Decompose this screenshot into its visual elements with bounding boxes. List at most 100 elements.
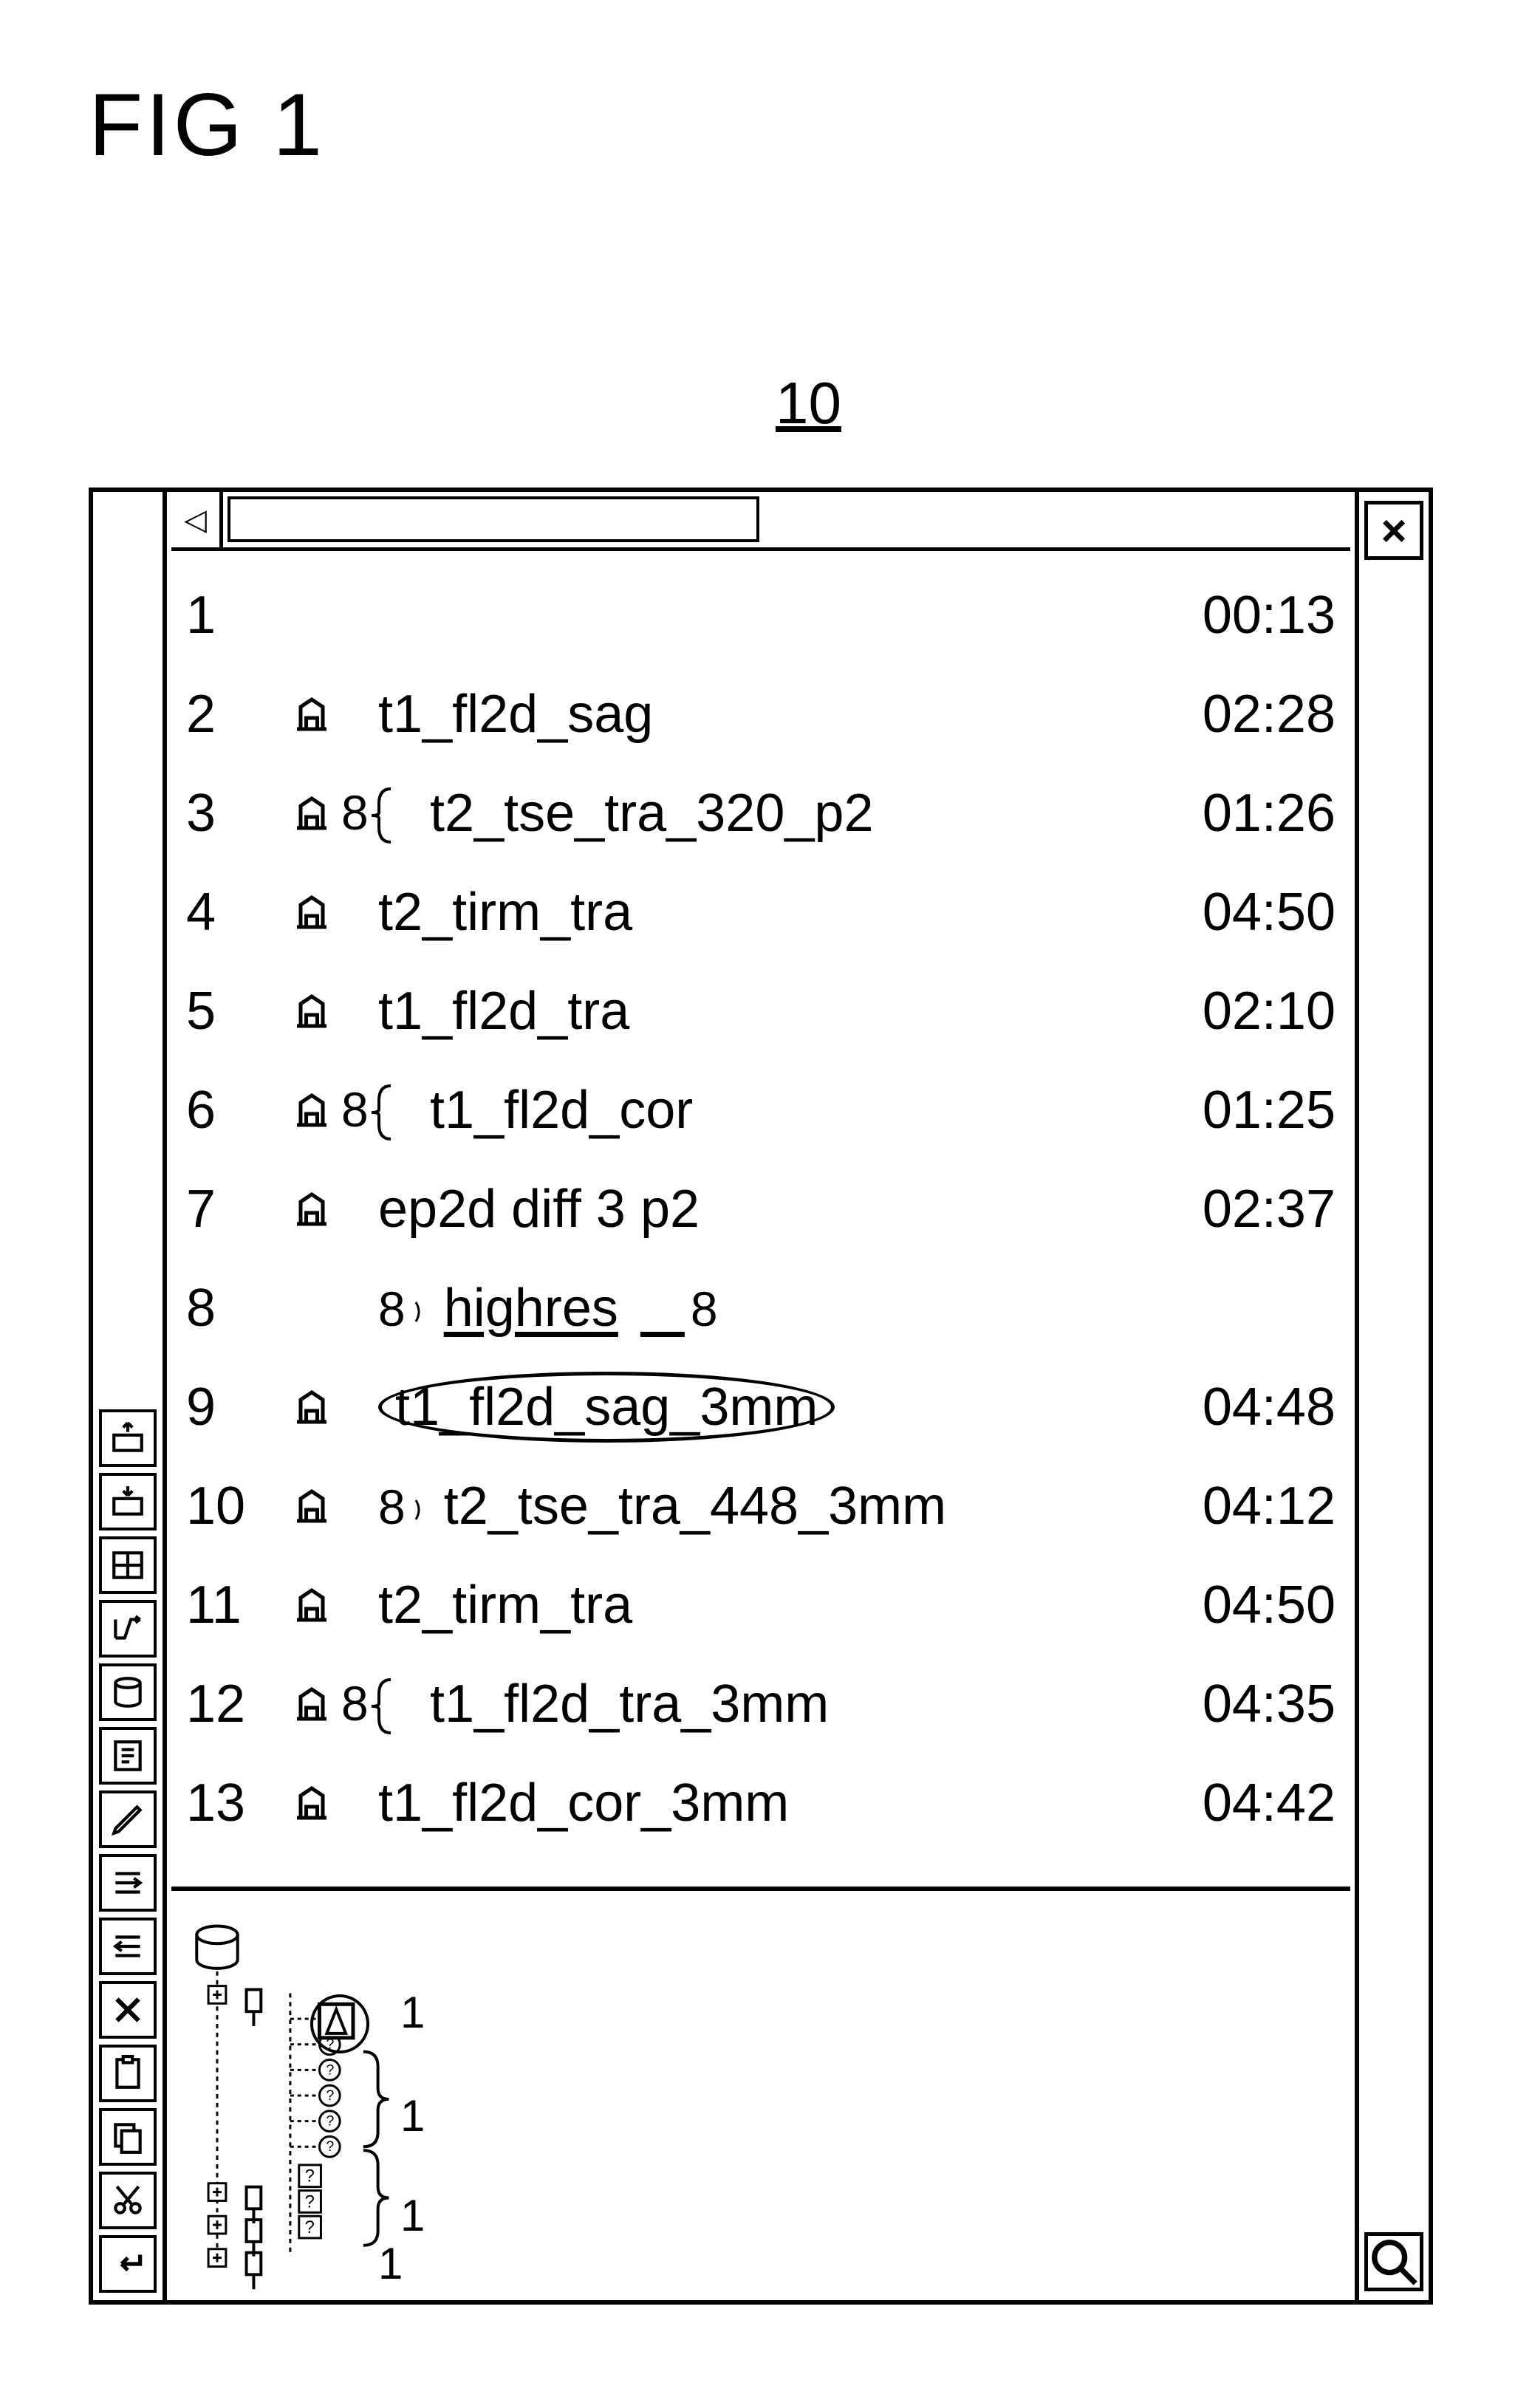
sequence-name: t1_fl2d_tra_3mm8 (349, 1674, 1158, 1734)
sequence-row[interactable]: 11 t2_tirm_tra04:50 (186, 1556, 1336, 1655)
svg-text:?: ? (326, 2138, 334, 2155)
sequence-icon (275, 1385, 349, 1429)
tool-pencil-icon[interactable] (99, 1790, 157, 1848)
tool-indent-right-icon[interactable] (99, 1854, 157, 1912)
sequence-time: 04:50 (1158, 1575, 1336, 1635)
tool-database-icon[interactable] (99, 1663, 157, 1721)
sequence-time: 01:26 (1158, 783, 1336, 844)
sequence-row[interactable]: 12 t1_fl2d_tra_3mm804:35 (186, 1655, 1336, 1754)
sequence-name: ep2d diff 3 p2 (349, 1179, 1158, 1239)
sequence-row[interactable]: 9 t1_fl2d_sag_3mm04:48 (186, 1358, 1336, 1457)
tool-paste-icon[interactable] (99, 2045, 157, 2102)
callout-ref-1c: 1 (400, 2190, 425, 2241)
sequence-row[interactable]: 8 8highres 8 (186, 1259, 1336, 1358)
sequence-time: 04:50 (1158, 882, 1336, 943)
scrollbar[interactable]: ◁ (171, 492, 1350, 551)
sequence-number: 13 (186, 1773, 275, 1833)
sequence-number: 2 (186, 684, 275, 745)
scroll-track[interactable] (223, 492, 1350, 547)
close-button[interactable]: × (1364, 501, 1423, 560)
sequence-row[interactable]: 3t2_tse_tra_320_p2801:26 (186, 764, 1336, 863)
tree-diagram: ?????? ? ? ? (171, 1891, 1350, 2300)
sequence-name: t1_fl2d_tra (349, 981, 1158, 1041)
sequence-row[interactable]: 1 00:13 (186, 566, 1336, 665)
tree-panel: ?????? ? ? ? 1 1 1 1 (171, 1887, 1350, 2300)
tool-keyboard-in-icon[interactable] (99, 1473, 157, 1530)
sequence-time: 02:10 (1158, 981, 1336, 1041)
sequence-name: t1_fl2d_sag (349, 684, 1158, 745)
sequence-icon (275, 1187, 349, 1231)
sequence-number: 3 (186, 783, 275, 844)
sequence-name: t2_tirm_tra (349, 1575, 1158, 1635)
sequence-icon (275, 989, 349, 1033)
annotation-8-brace: 8 (341, 1672, 395, 1736)
sequence-number: 1 (186, 585, 275, 646)
sequence-number: 4 (186, 882, 275, 943)
sequence-number: 10 (186, 1476, 275, 1536)
tool-cut-icon[interactable] (99, 2172, 157, 2229)
tool-enter-icon[interactable] (99, 2235, 157, 2293)
sequence-name: t1_fl2d_cor_3mm (349, 1773, 1158, 1833)
sequence-time: 04:12 (1158, 1476, 1336, 1536)
sequence-time: 02:28 (1158, 684, 1336, 745)
sequence-row[interactable]: 2 t1_fl2d_sag02:28 (186, 665, 1336, 764)
sequence-icon (275, 1583, 349, 1627)
tool-delete-icon[interactable] (99, 1981, 157, 2039)
main-area: ◁ 1 00:13 2 t1_fl2d_sag02:28 3t2_tse_tra_320… (171, 492, 1350, 2300)
figure-label: FIG 1 (89, 74, 325, 176)
sequence-icon (275, 1484, 349, 1528)
sequence-row[interactable]: 5 t1_fl2d_tra02:10 (186, 962, 1336, 1061)
sequence-icon (275, 692, 349, 736)
search-button[interactable] (1364, 2232, 1423, 2291)
sequence-number: 8 (186, 1278, 275, 1338)
sequence-icon (275, 1088, 349, 1132)
sequence-time: 04:42 (1158, 1773, 1336, 1833)
tool-panel-split-icon[interactable] (99, 1536, 157, 1594)
sequence-icon (275, 890, 349, 934)
search-icon (1368, 2236, 1420, 2288)
sequence-number: 9 (186, 1377, 275, 1437)
sequence-name: t2_tirm_tra (349, 882, 1158, 943)
sequence-row[interactable]: 6 t1_fl2d_cor801:25 (186, 1061, 1336, 1160)
sequence-name: t1_fl2d_sag_3mm (349, 1372, 1158, 1443)
sequence-time: 04:35 (1158, 1674, 1336, 1734)
tool-step-icon[interactable] (99, 1600, 157, 1658)
sequence-icon (275, 1781, 349, 1825)
sequence-icon (275, 791, 349, 835)
svg-text:?: ? (305, 2218, 315, 2237)
selected-node-highlight (310, 1994, 369, 2053)
svg-text:?: ? (305, 2192, 315, 2212)
sequence-time: 00:13 (1158, 585, 1336, 646)
tool-notes-icon[interactable] (99, 1727, 157, 1785)
sequence-number: 5 (186, 981, 275, 1041)
sequence-row[interactable]: 13 t1_fl2d_cor_3mm04:42 (186, 1754, 1336, 1853)
sequence-time: 04:48 (1158, 1377, 1336, 1437)
sequence-list-panel: ◁ 1 00:13 2 t1_fl2d_sag02:28 3t2_tse_tra_320… (171, 492, 1350, 1887)
sequence-number: 12 (186, 1674, 275, 1734)
sequence-row[interactable]: 108t2_tse_tra_448_3mm04:12 (186, 1457, 1336, 1556)
sequence-icon (275, 1682, 349, 1726)
tool-indent-left-icon[interactable] (99, 1918, 157, 1975)
sequence-number: 11 (186, 1575, 275, 1635)
callout-ref-1a: 1 (400, 1987, 425, 2038)
svg-text:?: ? (326, 2062, 334, 2078)
app-window: × ◁ (89, 488, 1433, 2305)
callout-ref-1b: 1 (400, 2090, 425, 2141)
sequence-number: 6 (186, 1080, 275, 1140)
svg-text:?: ? (326, 2087, 334, 2104)
tool-copy-icon[interactable] (99, 2108, 157, 2166)
toolbar (93, 492, 167, 2300)
titlebar: × (1355, 492, 1429, 2300)
sequence-list: 1 00:13 2 t1_fl2d_sag02:28 3t2_tse_tra_320_p… (186, 566, 1336, 1872)
svg-text:?: ? (305, 2167, 315, 2186)
annotation-8-brace: 8 (341, 1078, 395, 1142)
sequence-time: 01:25 (1158, 1080, 1336, 1140)
sequence-row[interactable]: 4 t2_tirm_tra04:50 (186, 863, 1336, 962)
sequence-name: t1_fl2d_cor8 (349, 1080, 1158, 1140)
sequence-time: 02:37 (1158, 1179, 1336, 1239)
sequence-name: 8highres 8 (349, 1278, 1158, 1338)
tool-keyboard-out-icon[interactable] (99, 1409, 157, 1467)
scroll-thumb[interactable] (228, 496, 759, 542)
scroll-arrow-left-icon[interactable]: ◁ (171, 492, 223, 547)
sequence-row[interactable]: 7ep2d diff 3 p202:37 (186, 1160, 1336, 1259)
